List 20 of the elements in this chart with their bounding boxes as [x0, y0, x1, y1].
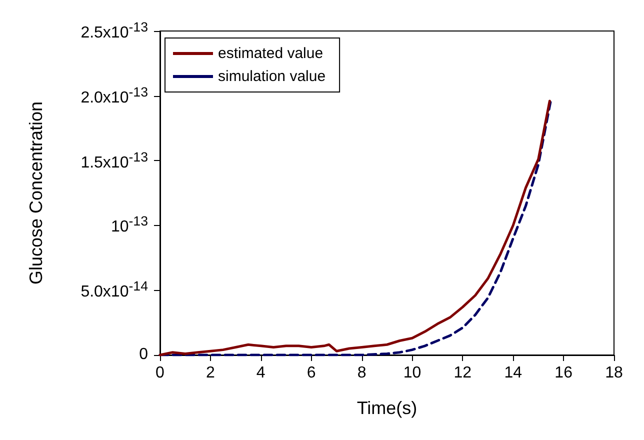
x-axis-title: Time(s) — [356, 398, 418, 418]
x-tick-label: 0 — [156, 364, 165, 382]
y-tick-label: 10$^{-13}$ — [110, 214, 148, 236]
x-tick-label: 4 — [256, 364, 266, 382]
x-tick-label: 18 — [605, 364, 623, 382]
y-tick-label: 1.5x10$^{-13}$ — [80, 148, 148, 172]
y-tick-label: 2.5x10$^{-13}$ — [80, 19, 148, 42]
y-tick-label: 0 — [139, 346, 148, 363]
legend-label: simulation value — [218, 68, 326, 85]
x-tick-label: 2 — [206, 364, 215, 382]
y-tick-label: 2.0x10$^{-13}$ — [80, 84, 148, 106]
x-tick-label: 10 — [403, 364, 422, 382]
x-tick-label: 8 — [357, 364, 366, 382]
legend-label: estimated value — [218, 45, 324, 62]
y-axis-title: Glucose Concentration — [26, 101, 46, 285]
x-tick-label: 6 — [306, 364, 316, 382]
x-tick-label: 12 — [454, 364, 472, 382]
y-tick-label: 5.0x10$^{-14}$ — [80, 278, 148, 301]
x-tick-label: 16 — [554, 364, 573, 382]
x-tick-label: 14 — [504, 364, 522, 382]
